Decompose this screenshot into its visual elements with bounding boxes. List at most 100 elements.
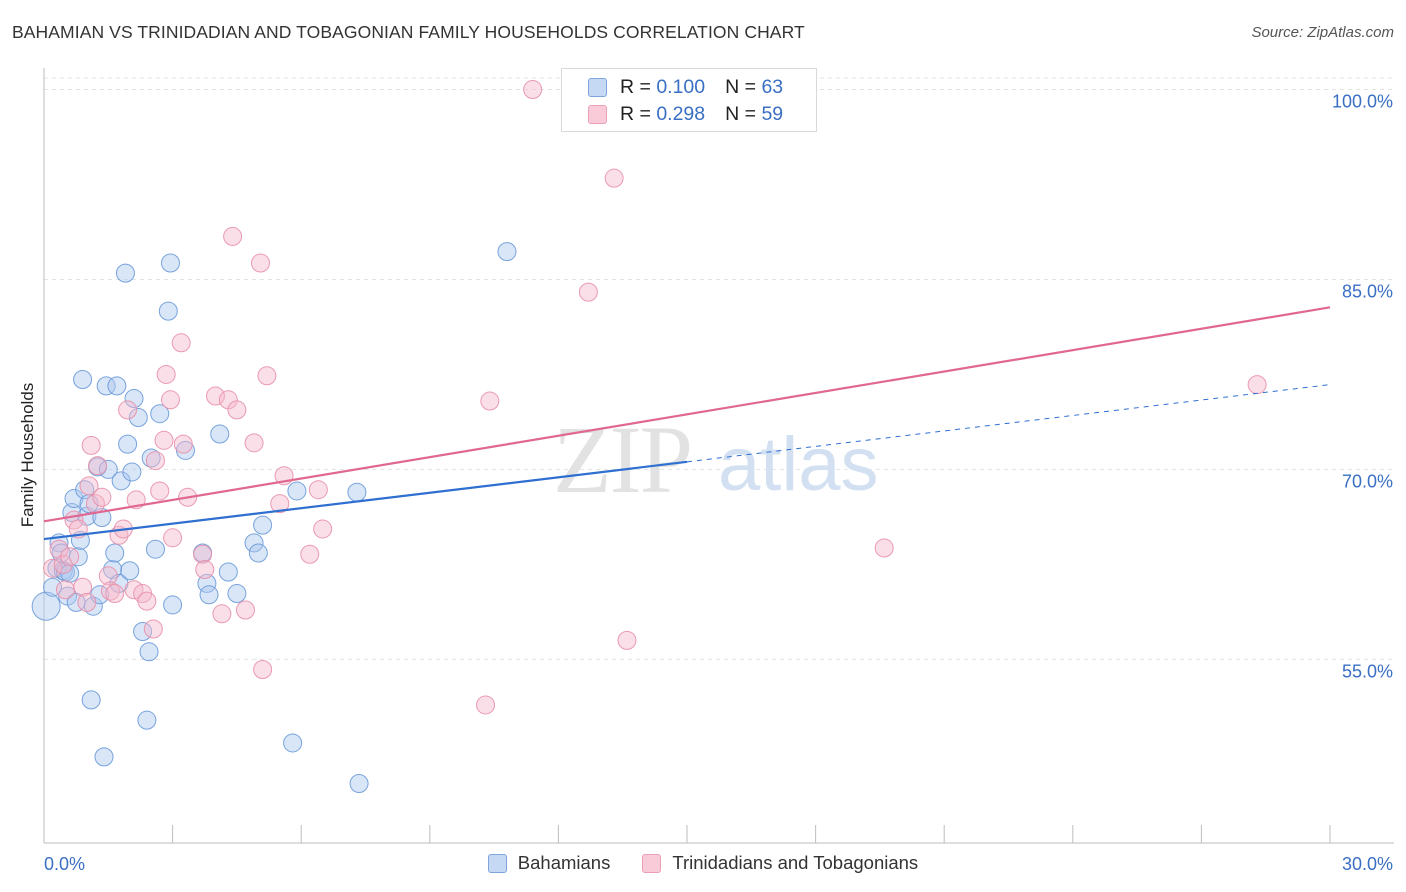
legend-item-bahamians: Bahamians bbox=[487, 852, 610, 874]
legend-swatch-pink bbox=[642, 853, 662, 873]
trinidadians-point bbox=[308, 480, 328, 500]
bahamians-point bbox=[124, 389, 144, 409]
legend-row-trinidadians: R = 0.298 N = 59 bbox=[588, 103, 783, 125]
bahamians-point bbox=[81, 690, 101, 710]
legend-r-value: 0.298 bbox=[656, 102, 706, 125]
trinidadians-point bbox=[195, 559, 215, 579]
trinidadians-point bbox=[223, 226, 243, 246]
y-tick-label: 85.0% bbox=[1342, 281, 1393, 301]
legend-n-value: 63 bbox=[761, 75, 784, 98]
stats-legend: R = 0.100 N = 63 R = 0.298 N = 59 bbox=[561, 68, 817, 132]
trinidadians-point bbox=[79, 476, 99, 496]
watermark: ZIP atlas bbox=[553, 406, 879, 513]
trend-lines bbox=[43, 306, 1331, 541]
legend-n-value: 59 bbox=[761, 102, 784, 125]
trinidadians-point bbox=[156, 364, 176, 384]
bahamians-point bbox=[137, 710, 157, 730]
x-tick-label-min: 0.0% bbox=[44, 854, 85, 874]
trinidadians-point bbox=[98, 566, 118, 586]
trinidadians-point bbox=[604, 168, 624, 188]
trinidadians-point bbox=[227, 400, 247, 420]
bahamians-point bbox=[94, 747, 114, 767]
trinidadians-point bbox=[43, 558, 63, 578]
trinidadians-point bbox=[874, 538, 894, 558]
bahamians-point bbox=[96, 376, 116, 396]
watermark-zip: ZIP bbox=[553, 406, 691, 513]
trinidadians-point bbox=[617, 630, 637, 650]
trinidadians-point bbox=[137, 591, 157, 611]
bahamians-point bbox=[197, 573, 217, 593]
bahamians-trend-line bbox=[43, 460, 688, 541]
series-legend: Bahamians Trinidadians and Tobagonians bbox=[0, 852, 1406, 874]
trinidadians-point bbox=[578, 282, 598, 302]
legend-item-trinidadians: Trinidadians and Tobagonians bbox=[642, 852, 918, 874]
trinidadians-point bbox=[173, 434, 193, 454]
series-bahamians-points bbox=[31, 242, 517, 793]
chart-title: BAHAMIAN VS TRINIDADIAN AND TOBAGONIAN F… bbox=[12, 22, 805, 42]
bahamians-point bbox=[120, 561, 140, 581]
trinidadians-point bbox=[523, 80, 543, 100]
trinidadians-point bbox=[118, 400, 138, 420]
trinidadians-point bbox=[150, 481, 170, 501]
bahamians-point bbox=[73, 370, 93, 390]
bahamians-point bbox=[122, 462, 142, 482]
bahamians-point bbox=[145, 539, 165, 559]
trinidadians-point bbox=[300, 544, 320, 564]
trinidadians-point bbox=[235, 600, 255, 620]
trinidadians-point bbox=[154, 430, 174, 450]
trinidadians-trend-line bbox=[43, 306, 1331, 523]
trinidadians-point bbox=[250, 253, 270, 273]
bahamians-point bbox=[210, 424, 230, 444]
gridlines bbox=[44, 77, 1394, 660]
trinidadians-point bbox=[244, 433, 264, 453]
trinidadians-point bbox=[193, 544, 213, 564]
tick-labels: 55.0% 70.0% 85.0% 100.0% 0.0% 30.0% bbox=[44, 92, 1393, 874]
legend-r-value: 0.100 bbox=[656, 75, 706, 98]
trinidadians-point bbox=[212, 604, 232, 624]
bahamians-point bbox=[107, 376, 127, 396]
bahamians-point bbox=[244, 533, 264, 553]
bahamians-point bbox=[160, 253, 180, 273]
bahamians-point bbox=[283, 733, 303, 753]
source-credit: Source: ZipAtlas.com bbox=[1251, 24, 1394, 41]
legend-row-bahamians: R = 0.100 N = 63 bbox=[588, 76, 783, 98]
x-tick-label-max: 30.0% bbox=[1342, 854, 1393, 874]
trinidadians-point bbox=[313, 519, 333, 539]
trinidadians-point bbox=[163, 528, 183, 548]
bahamians-point bbox=[158, 301, 178, 321]
trinidadians-point bbox=[49, 539, 69, 559]
legend-n-label: N = bbox=[725, 102, 757, 125]
legend-n-label: N = bbox=[725, 75, 757, 98]
trinidadians-point bbox=[253, 660, 273, 680]
bahamians-point bbox=[349, 773, 369, 793]
trinidadians-point bbox=[205, 386, 225, 406]
trinidadians-point bbox=[60, 547, 80, 567]
y-tick-label: 100.0% bbox=[1332, 92, 1393, 112]
legend-swatch-pink bbox=[588, 104, 607, 124]
bahamians-point bbox=[139, 642, 159, 662]
trinidadians-point bbox=[92, 487, 112, 507]
legend-r-label: R = bbox=[620, 102, 651, 125]
trinidadians-point bbox=[1247, 375, 1267, 395]
bahamians-point bbox=[253, 515, 273, 535]
bahamians-point bbox=[227, 584, 247, 604]
bahamians-point bbox=[98, 459, 118, 479]
axes bbox=[43, 68, 1394, 844]
trinidadians-point bbox=[105, 584, 125, 604]
bahamians-point bbox=[150, 404, 170, 424]
bahamians-point bbox=[163, 595, 183, 615]
trinidadians-point bbox=[88, 456, 108, 476]
y-tick-label: 55.0% bbox=[1342, 661, 1393, 681]
bahamians-point bbox=[199, 585, 219, 605]
trinidadians-point bbox=[73, 577, 93, 597]
trinidadians-point bbox=[257, 366, 277, 386]
trinidadians-point bbox=[55, 580, 75, 600]
y-tick-label: 70.0% bbox=[1342, 471, 1393, 491]
bahamians-point bbox=[347, 482, 367, 502]
trinidadians-point bbox=[143, 619, 163, 639]
bahamians-trend-extension bbox=[686, 384, 1331, 463]
trinidadians-point bbox=[480, 391, 500, 411]
bahamians-point bbox=[287, 481, 307, 501]
series-trinidadians-points bbox=[43, 80, 1267, 715]
